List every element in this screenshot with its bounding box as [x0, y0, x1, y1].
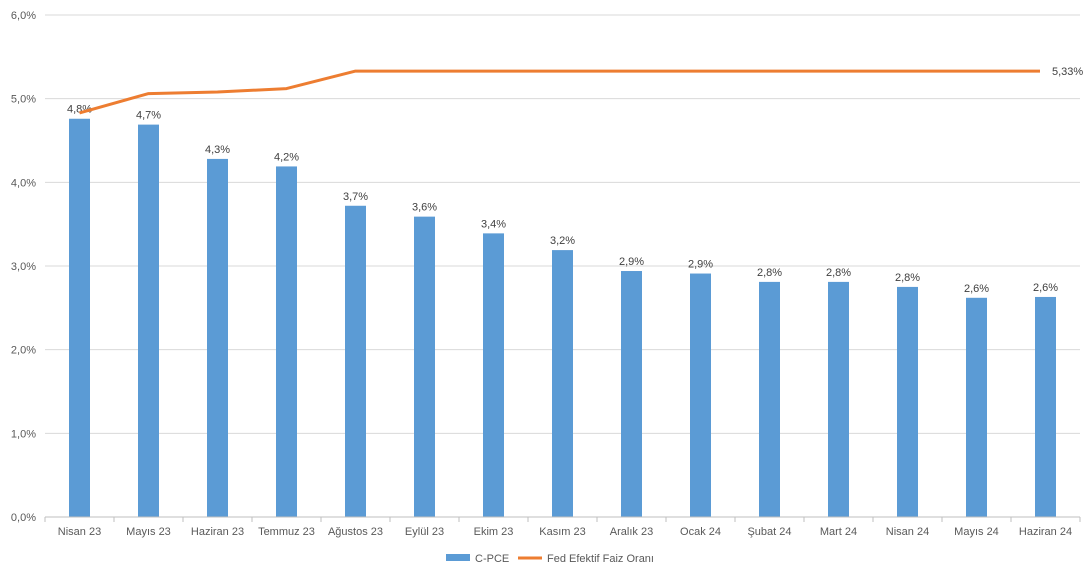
bar-data-labels: 4,8% 4,7% 4,3% 4,2% 3,7% 3,6% 3,4% 3,2% 2,9% 2,9%…: [67, 104, 1058, 295]
y-tick-label: 5,0%: [11, 94, 36, 106]
y-tick-label: 1,0%: [11, 428, 36, 440]
x-tick-label: Haziran 24: [1019, 526, 1072, 538]
bar: [483, 233, 504, 517]
x-tick-label: Temmuz 23: [258, 526, 315, 538]
fed-rate-line: [79, 69, 1040, 115]
bar: [759, 281, 780, 517]
bar-data-label: 2,9%: [619, 256, 644, 268]
bar-data-label: 4,7%: [136, 110, 161, 122]
x-tick-label: Haziran 23: [191, 526, 244, 538]
legend-swatch-cpce: [446, 554, 470, 561]
bar: [138, 124, 159, 517]
x-tick-label: Mart 24: [820, 526, 857, 538]
bar-data-label: 2,9%: [688, 259, 713, 271]
bar-data-label: 2,8%: [895, 272, 920, 284]
x-tick-label: Ağustos 23: [328, 526, 383, 538]
bar: [621, 271, 642, 517]
y-tick-label: 0,0%: [11, 512, 36, 524]
y-tick-label: 4,0%: [11, 177, 36, 189]
y-tick-label: 3,0%: [11, 261, 36, 273]
bar: [276, 166, 297, 518]
x-tick-label: Şubat 24: [747, 526, 791, 538]
x-tick-label: Eylül 23: [405, 526, 444, 538]
bar-data-label: 2,6%: [1033, 282, 1058, 294]
x-tick-label: Aralık 23: [610, 526, 653, 538]
bar-data-label: 4,3%: [205, 144, 230, 156]
bar: [345, 205, 366, 517]
bar: [414, 216, 435, 518]
legend-label-fed-rate: Fed Efektif Faiz Oranı: [547, 553, 654, 565]
legend-label-cpce: C-PCE: [475, 553, 509, 565]
x-tick-label: Nisan 24: [886, 526, 929, 538]
y-tick-label: 6,0%: [11, 10, 36, 22]
bar-data-label: 2,8%: [757, 267, 782, 279]
x-tick-label: Ekim 23: [474, 526, 514, 538]
bar: [552, 250, 573, 517]
bar-series: [69, 118, 1056, 518]
bar-data-label: 3,7%: [343, 191, 368, 203]
x-tick-label: Nisan 23: [58, 526, 101, 538]
legend: C-PCE Fed Efektif Faiz Oranı: [446, 553, 654, 565]
bar-data-label: 3,4%: [481, 218, 506, 230]
x-tick-label: Mayıs 24: [954, 526, 999, 538]
bar-data-label: 4,8%: [67, 104, 92, 116]
x-tick-label: Ocak 24: [680, 526, 721, 538]
bar-data-label: 3,6%: [412, 202, 437, 214]
y-axis: 0,0% 1,0% 2,0% 3,0% 4,0% 5,0% 6,0%: [11, 10, 36, 524]
bar-data-label: 2,8%: [826, 267, 851, 279]
x-axis: Nisan 23 Mayıs 23 Haziran 23 Temmuz 23 Ağust…: [44, 516, 1081, 538]
bar: [828, 281, 849, 517]
y-tick-label: 2,0%: [11, 345, 36, 357]
bar: [966, 297, 987, 517]
line-end-label: 5,33%: [1052, 66, 1083, 78]
bar: [690, 273, 711, 517]
x-tick-label: Mayıs 23: [126, 526, 171, 538]
bar-data-label: 4,2%: [274, 151, 299, 163]
line-series: 5,33%: [79, 66, 1083, 115]
bar: [897, 286, 918, 517]
bar: [1035, 296, 1056, 517]
bar: [207, 158, 228, 517]
bar: [69, 118, 90, 517]
bar-data-label: 2,6%: [964, 283, 989, 295]
bar-data-label: 3,2%: [550, 235, 575, 247]
x-tick-label: Kasım 23: [539, 526, 585, 538]
